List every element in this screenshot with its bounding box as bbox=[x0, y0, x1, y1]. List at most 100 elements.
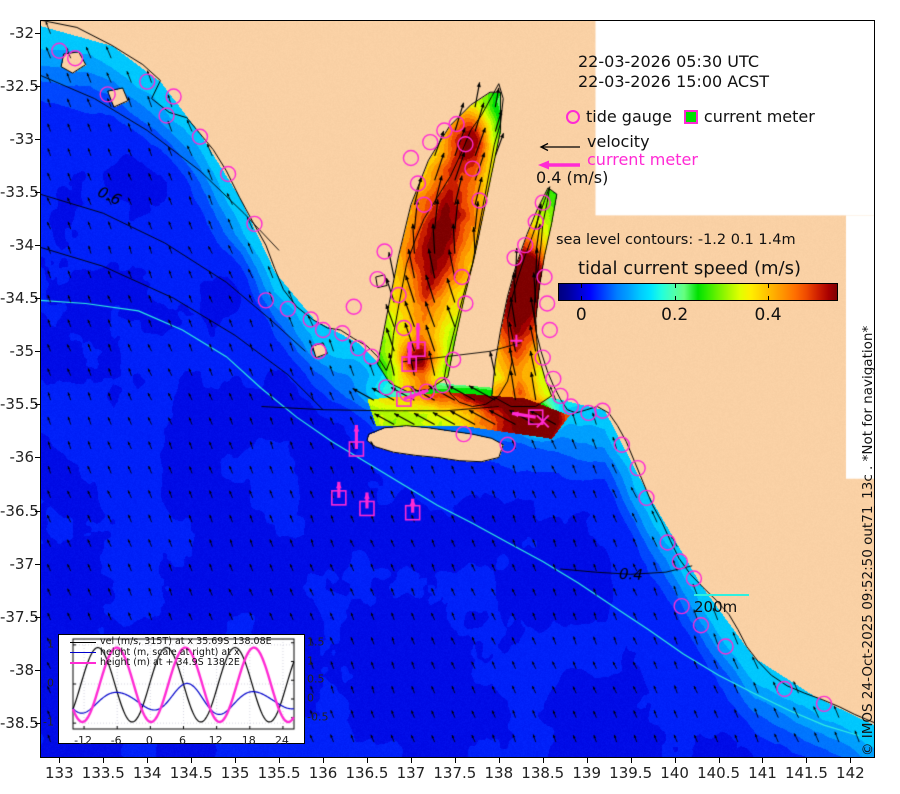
marker-legend: tide gauge current meter bbox=[566, 107, 815, 126]
y-axis-tick-mark bbox=[35, 85, 40, 87]
x-axis-tick-mark bbox=[147, 758, 149, 763]
y-axis-tick-label: -32 bbox=[9, 23, 35, 42]
depth-contour-line-icon bbox=[694, 594, 749, 596]
x-axis-tick-mark bbox=[498, 758, 500, 763]
x-axis-tick-label: 138.5 bbox=[521, 764, 565, 782]
current-meter-legend-label: current meter bbox=[703, 107, 815, 126]
current-meter-arrow-legend: current meter bbox=[536, 150, 698, 169]
y-axis-tick-label: -33.5 bbox=[0, 183, 39, 202]
x-axis-tick-label: 140.5 bbox=[697, 764, 741, 782]
colorbar-tick-mark bbox=[768, 283, 769, 288]
timeseries-legend: vel (m/s, 315T) at x 35.69S 138.08E heigh… bbox=[70, 636, 272, 669]
colorbar-tick-mark bbox=[674, 283, 676, 288]
timeseries-y-tick-label-right: 1 bbox=[307, 654, 314, 667]
x-axis-tick-mark bbox=[762, 758, 764, 763]
x-axis-tick-label: 139 bbox=[572, 764, 602, 782]
x-axis-tick-label: 137.5 bbox=[433, 764, 477, 782]
timeseries-legend-swatch bbox=[70, 641, 96, 643]
y-axis-tick-label: -36 bbox=[9, 448, 35, 467]
x-axis-tick-mark bbox=[454, 758, 456, 763]
timeseries-x-tick-label: 18 bbox=[241, 734, 256, 747]
velocity-arrow-legend: velocity bbox=[536, 132, 650, 151]
timeseries-legend-label: height (m) at + 34.9S 138.2E bbox=[100, 657, 240, 668]
x-axis-tick-mark bbox=[235, 758, 237, 763]
x-axis-tick-mark bbox=[366, 758, 368, 763]
x-axis-tick-label: 136 bbox=[308, 764, 338, 782]
tide-gauge-icon bbox=[566, 109, 580, 124]
timeseries-y-tick-label-left: 0 bbox=[47, 676, 54, 690]
x-axis-tick-label: 133 bbox=[45, 764, 74, 782]
timeseries-inset-plot[interactable] bbox=[58, 634, 305, 744]
colorbar-gradient[interactable] bbox=[558, 283, 838, 301]
y-axis-tick-mark bbox=[35, 616, 40, 618]
x-axis-tick-mark bbox=[59, 758, 61, 763]
y-axis-tick-mark bbox=[35, 245, 40, 247]
timeseries-y-tick-label-left: -1 bbox=[43, 715, 54, 729]
y-axis-tick-label: -34.5 bbox=[0, 289, 39, 308]
colorbar-tick-mark bbox=[768, 296, 769, 301]
timeseries-y-tick-label-right: 0.5 bbox=[307, 672, 325, 686]
x-axis-tick-label: 142 bbox=[836, 764, 865, 782]
y-axis-tick-label: -34 bbox=[9, 236, 35, 255]
timeseries-x-tick-label: -12 bbox=[74, 734, 93, 747]
x-axis-tick-mark bbox=[323, 758, 325, 763]
depth-contour-key: 200m bbox=[694, 594, 749, 616]
y-axis-tick-mark bbox=[35, 32, 40, 34]
velocity-legend-label: velocity bbox=[587, 132, 650, 151]
timeseries-x-tick-label: 12 bbox=[208, 734, 223, 747]
y-axis-tick-mark bbox=[35, 404, 40, 406]
y-axis-tick-label: -35.5 bbox=[0, 395, 39, 414]
x-axis-tick-label: 135 bbox=[220, 764, 250, 782]
x-axis-tick-mark bbox=[850, 758, 852, 763]
colorbar-tick-label: 0.2 bbox=[661, 305, 689, 325]
colorbar-tick-mark bbox=[674, 296, 676, 301]
x-axis-tick-label: 141.5 bbox=[784, 764, 828, 782]
timeseries-legend-item: height (m, scale at right) at x bbox=[70, 646, 250, 659]
timeseries-y-tick-label-right: -0.5 bbox=[307, 710, 329, 724]
y-axis-tick-label: -32.5 bbox=[0, 76, 39, 95]
y-axis-tick-label: -35 bbox=[9, 342, 35, 361]
y-axis-tick-mark bbox=[35, 192, 40, 194]
x-axis-tick-mark bbox=[806, 758, 808, 763]
colorbar-tick-label: 0 bbox=[575, 305, 587, 325]
colorbar-title: tidal current speed (m/s) bbox=[578, 258, 802, 279]
timeseries-legend-swatch bbox=[70, 662, 96, 665]
vector-scale-label: 0.4 (m/s) bbox=[536, 168, 609, 187]
x-axis-tick-label: 141 bbox=[748, 764, 777, 782]
y-axis-tick-label: -37.5 bbox=[0, 607, 39, 626]
timeseries-x-tick-label: -6 bbox=[110, 734, 122, 747]
y-axis-tick-label: -38.5 bbox=[0, 713, 39, 732]
tide-gauge-legend-label: tide gauge bbox=[586, 107, 672, 126]
y-axis-tick-mark bbox=[35, 669, 40, 671]
y-axis-tick-label: -36.5 bbox=[0, 501, 39, 520]
timeseries-y-tick-label-right: 0 bbox=[307, 691, 314, 705]
x-axis-tick-label: 139.5 bbox=[609, 764, 653, 782]
timeseries-legend-item: vel (m/s, 315T) at x 35.69S 138.08E bbox=[70, 636, 272, 648]
x-axis-tick-mark bbox=[542, 758, 544, 763]
timeseries-legend-label: height (m, scale at right) at x bbox=[100, 646, 240, 658]
x-axis-tick-mark bbox=[103, 758, 105, 763]
y-axis-tick-mark bbox=[35, 138, 40, 140]
colorbar-tick-mark bbox=[581, 283, 583, 288]
x-axis-tick-label: 134.5 bbox=[169, 764, 213, 782]
y-axis-tick-label: -33 bbox=[9, 129, 35, 148]
y-axis-tick-mark bbox=[35, 298, 40, 300]
copyright-notice: © IMOS 24-Oct-2025 09:52:50 out71_13c . … bbox=[860, 325, 876, 756]
x-axis-tick-label: 133.5 bbox=[81, 764, 125, 782]
current-meter-arrow-icon bbox=[536, 155, 580, 169]
velocity-arrow-icon bbox=[536, 137, 580, 151]
current-meter-icon bbox=[683, 109, 698, 124]
x-axis-tick-mark bbox=[718, 758, 720, 763]
timeseries-x-tick-label: 0 bbox=[145, 734, 153, 747]
y-axis-tick-label: -38 bbox=[9, 660, 35, 679]
x-axis-tick-mark bbox=[630, 758, 632, 763]
x-axis-tick-mark bbox=[191, 758, 193, 763]
sea-level-contour-note: sea level contours: -1.2 0.1 1.4m bbox=[556, 232, 796, 248]
timeseries-x-tick-label: 24 bbox=[274, 734, 289, 747]
x-axis-tick-label: 135.5 bbox=[257, 764, 301, 782]
y-axis-tick-mark bbox=[35, 351, 40, 353]
timeseries-legend-item: height (m) at + 34.9S 138.2E bbox=[70, 657, 250, 669]
timestamp-label: 22-03-2026 05:30 UTC 22-03-2026 15:00 AC… bbox=[578, 52, 770, 91]
